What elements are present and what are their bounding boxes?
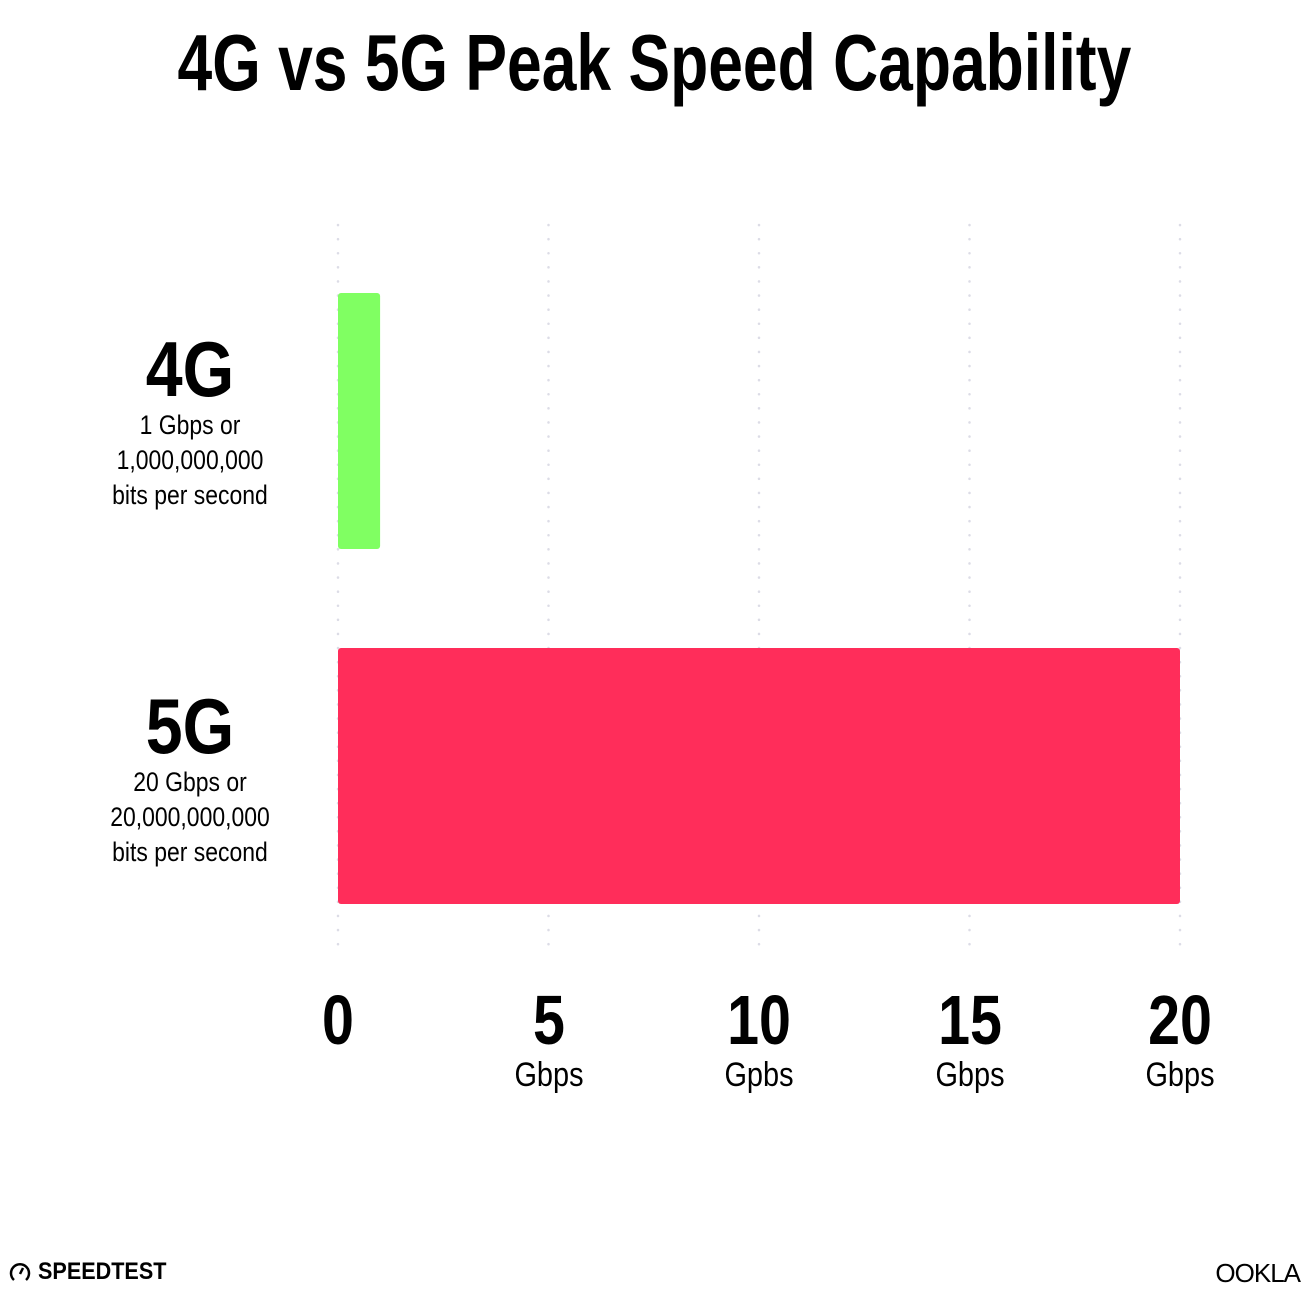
tick-unit: Gbps [934, 1056, 1005, 1094]
x-tick-label: 20 Gbps [1080, 985, 1280, 1095]
category-sublabel: 20 Gbps or 20,000,000,000 bits per secon… [110, 767, 270, 867]
category-name: 4G [145, 325, 235, 413]
x-tick-label: 15 Gbps [870, 985, 1070, 1095]
tick-value: 20 [1148, 981, 1212, 1059]
category-sublabel: 1 Gbps or 1,000,000,000 bits per second [112, 410, 268, 510]
chart-title: 4G vs 5G Peak Speed Capability [0, 18, 1308, 108]
tick-value: 5 [532, 981, 565, 1059]
tick-value: 15 [937, 981, 1002, 1059]
speedometer-icon [9, 1263, 31, 1281]
chart-title-text: 4G vs 5G Peak Speed Capability [177, 18, 1131, 107]
tick-unit: Gbps [513, 1056, 584, 1094]
x-tick-label: 5 Gbps [449, 985, 649, 1095]
speedtest-logo: SPEEDTEST [8, 1258, 181, 1286]
ookla-logo: OOKLA [1215, 1258, 1301, 1289]
category-label-4g: 4G 1 Gbps or 1,000,000,000 bits per seco… [40, 330, 340, 513]
speedtest-logo-text: SPEEDTEST [38, 1258, 167, 1285]
category-name: 5G [145, 682, 235, 770]
bar-4g [338, 293, 381, 549]
x-tick-label: 10 Gpbs [659, 985, 859, 1095]
tick-value: 0 [322, 981, 354, 1059]
x-tick-label: 0 [238, 985, 438, 1055]
ookla-logo-text: OOKLA [1215, 1258, 1301, 1288]
category-label-5g: 5G 20 Gbps or 20,000,000,000 bits per se… [40, 687, 340, 870]
tick-value: 10 [727, 981, 791, 1059]
bar-5g [338, 648, 1180, 904]
tick-unit: Gbps [1145, 1056, 1215, 1094]
tick-unit: Gpbs [724, 1056, 794, 1094]
